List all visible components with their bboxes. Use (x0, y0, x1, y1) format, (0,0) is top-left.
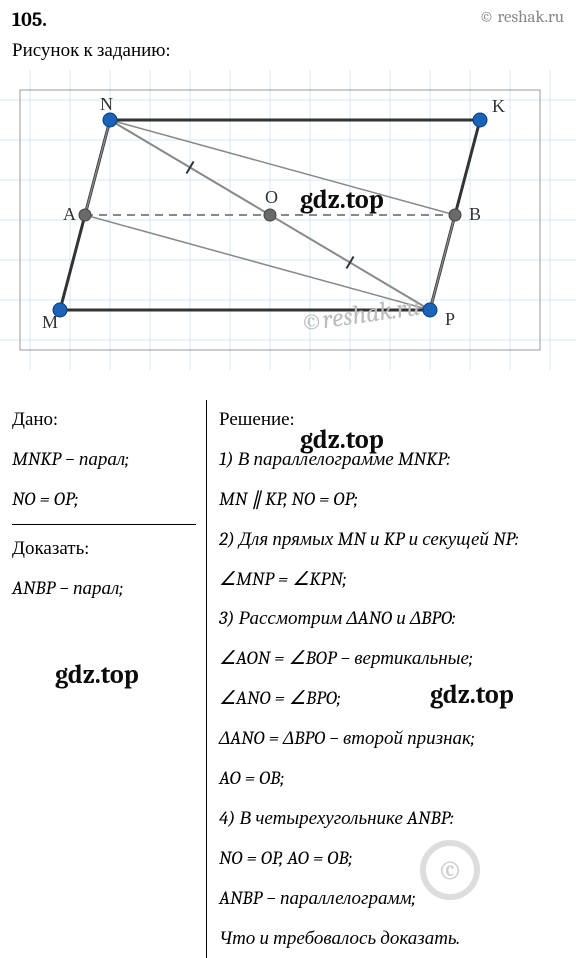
prove-line: ANBP − парал; (12, 569, 196, 609)
svg-text:M: M (42, 312, 58, 332)
given-column: Дано: MNKP − парал; NO = OP; Доказать: A… (12, 400, 207, 958)
svg-text:N: N (100, 94, 113, 114)
svg-text:A: A (63, 204, 76, 224)
given-line: NO = OP; (12, 480, 196, 525)
solution-line: 1) В параллелограмме MNKP: (219, 440, 564, 480)
site-credit: © reshak.ru (479, 8, 564, 31)
solution-column: Решение: 1) В параллелограмме MNKP: MN ∥… (207, 400, 564, 958)
solution-line: 3) Рассмотрим ΔANO и ΔBPO: (219, 599, 564, 639)
prove-header: Доказать: (12, 529, 196, 569)
solution-line: ANBP − параллелограмм; (219, 879, 564, 919)
solution-line: 4) В четырехугольнике ANBP: (219, 799, 564, 839)
svg-text:B: B (469, 204, 481, 224)
proof-table: Дано: MNKP − парал; NO = OP; Доказать: A… (0, 400, 576, 958)
solution-header: Решение: (219, 400, 564, 440)
svg-text:K: K (492, 96, 505, 116)
solution-line: Что и требовалось доказать. (219, 919, 564, 958)
figure-caption: Рисунок к заданию: (0, 35, 576, 70)
solution-line: ΔANO = ΔBPO − второй признак; (219, 719, 564, 759)
given-line: MNKP − парал; (12, 440, 196, 480)
solution-line: ∠ANO = ∠BPO; (219, 679, 564, 719)
solution-line: ∠MNP = ∠KPN; (219, 560, 564, 600)
solution-line: ∠AON = ∠BOP − вертикальные; (219, 639, 564, 679)
solution-line: AO = OB; (219, 759, 564, 799)
solution-line: MN ∥ KP, NO = OP; (219, 480, 564, 520)
solution-line: NO = OP, AO = OB; (219, 839, 564, 879)
svg-text:O: O (265, 187, 278, 207)
problem-number: 105. (12, 8, 47, 31)
given-header: Дано: (12, 400, 196, 440)
svg-text:P: P (445, 309, 455, 329)
diagram: NKMPAOB gdz.top ©reshak.ru (0, 70, 576, 370)
copyright-circle: © (420, 840, 480, 900)
solution-line: 2) Для прямых MN и KP и секущей NP: (219, 520, 564, 560)
